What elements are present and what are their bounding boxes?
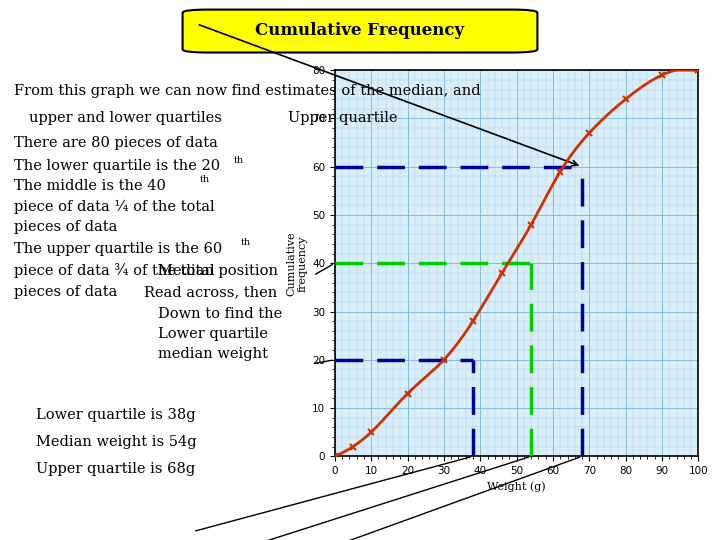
Text: Upper quartile is 68g: Upper quartile is 68g: [36, 462, 195, 476]
Text: piece of data ¾ of the total: piece of data ¾ of the total: [14, 264, 215, 279]
Text: th: th: [240, 238, 251, 247]
Text: median weight: median weight: [158, 347, 269, 361]
Text: Median weight is 54g: Median weight is 54g: [36, 435, 197, 449]
FancyBboxPatch shape: [183, 10, 537, 52]
Text: Lower quartile is 38g: Lower quartile is 38g: [36, 408, 196, 422]
Text: The upper quartile is the 60: The upper quartile is the 60: [14, 242, 222, 256]
Text: pieces of data: pieces of data: [14, 285, 118, 299]
Text: th: th: [234, 156, 244, 165]
Y-axis label: Cumulative
frequency: Cumulative frequency: [286, 231, 307, 295]
Text: Cumulative Frequency: Cumulative Frequency: [256, 22, 464, 39]
Text: The middle is the 40: The middle is the 40: [14, 179, 166, 193]
Text: Upper quartile: Upper quartile: [288, 111, 397, 125]
Text: pieces of data: pieces of data: [14, 220, 118, 234]
X-axis label: Weight (g): Weight (g): [487, 482, 546, 492]
Text: upper and lower quartiles: upper and lower quartiles: [29, 111, 222, 125]
Text: th: th: [200, 176, 210, 185]
Text: Median position: Median position: [158, 264, 279, 278]
Text: The lower quartile is the 20: The lower quartile is the 20: [14, 159, 220, 173]
Text: Down to find the: Down to find the: [158, 307, 283, 321]
Text: piece of data ¼ of the total: piece of data ¼ of the total: [14, 200, 215, 214]
Text: From this graph we can now find estimates of the median, and: From this graph we can now find estimate…: [14, 84, 481, 98]
Text: Read across, then: Read across, then: [144, 285, 277, 299]
Text: Lower quartile: Lower quartile: [158, 327, 269, 341]
Text: There are 80 pieces of data: There are 80 pieces of data: [14, 136, 218, 150]
